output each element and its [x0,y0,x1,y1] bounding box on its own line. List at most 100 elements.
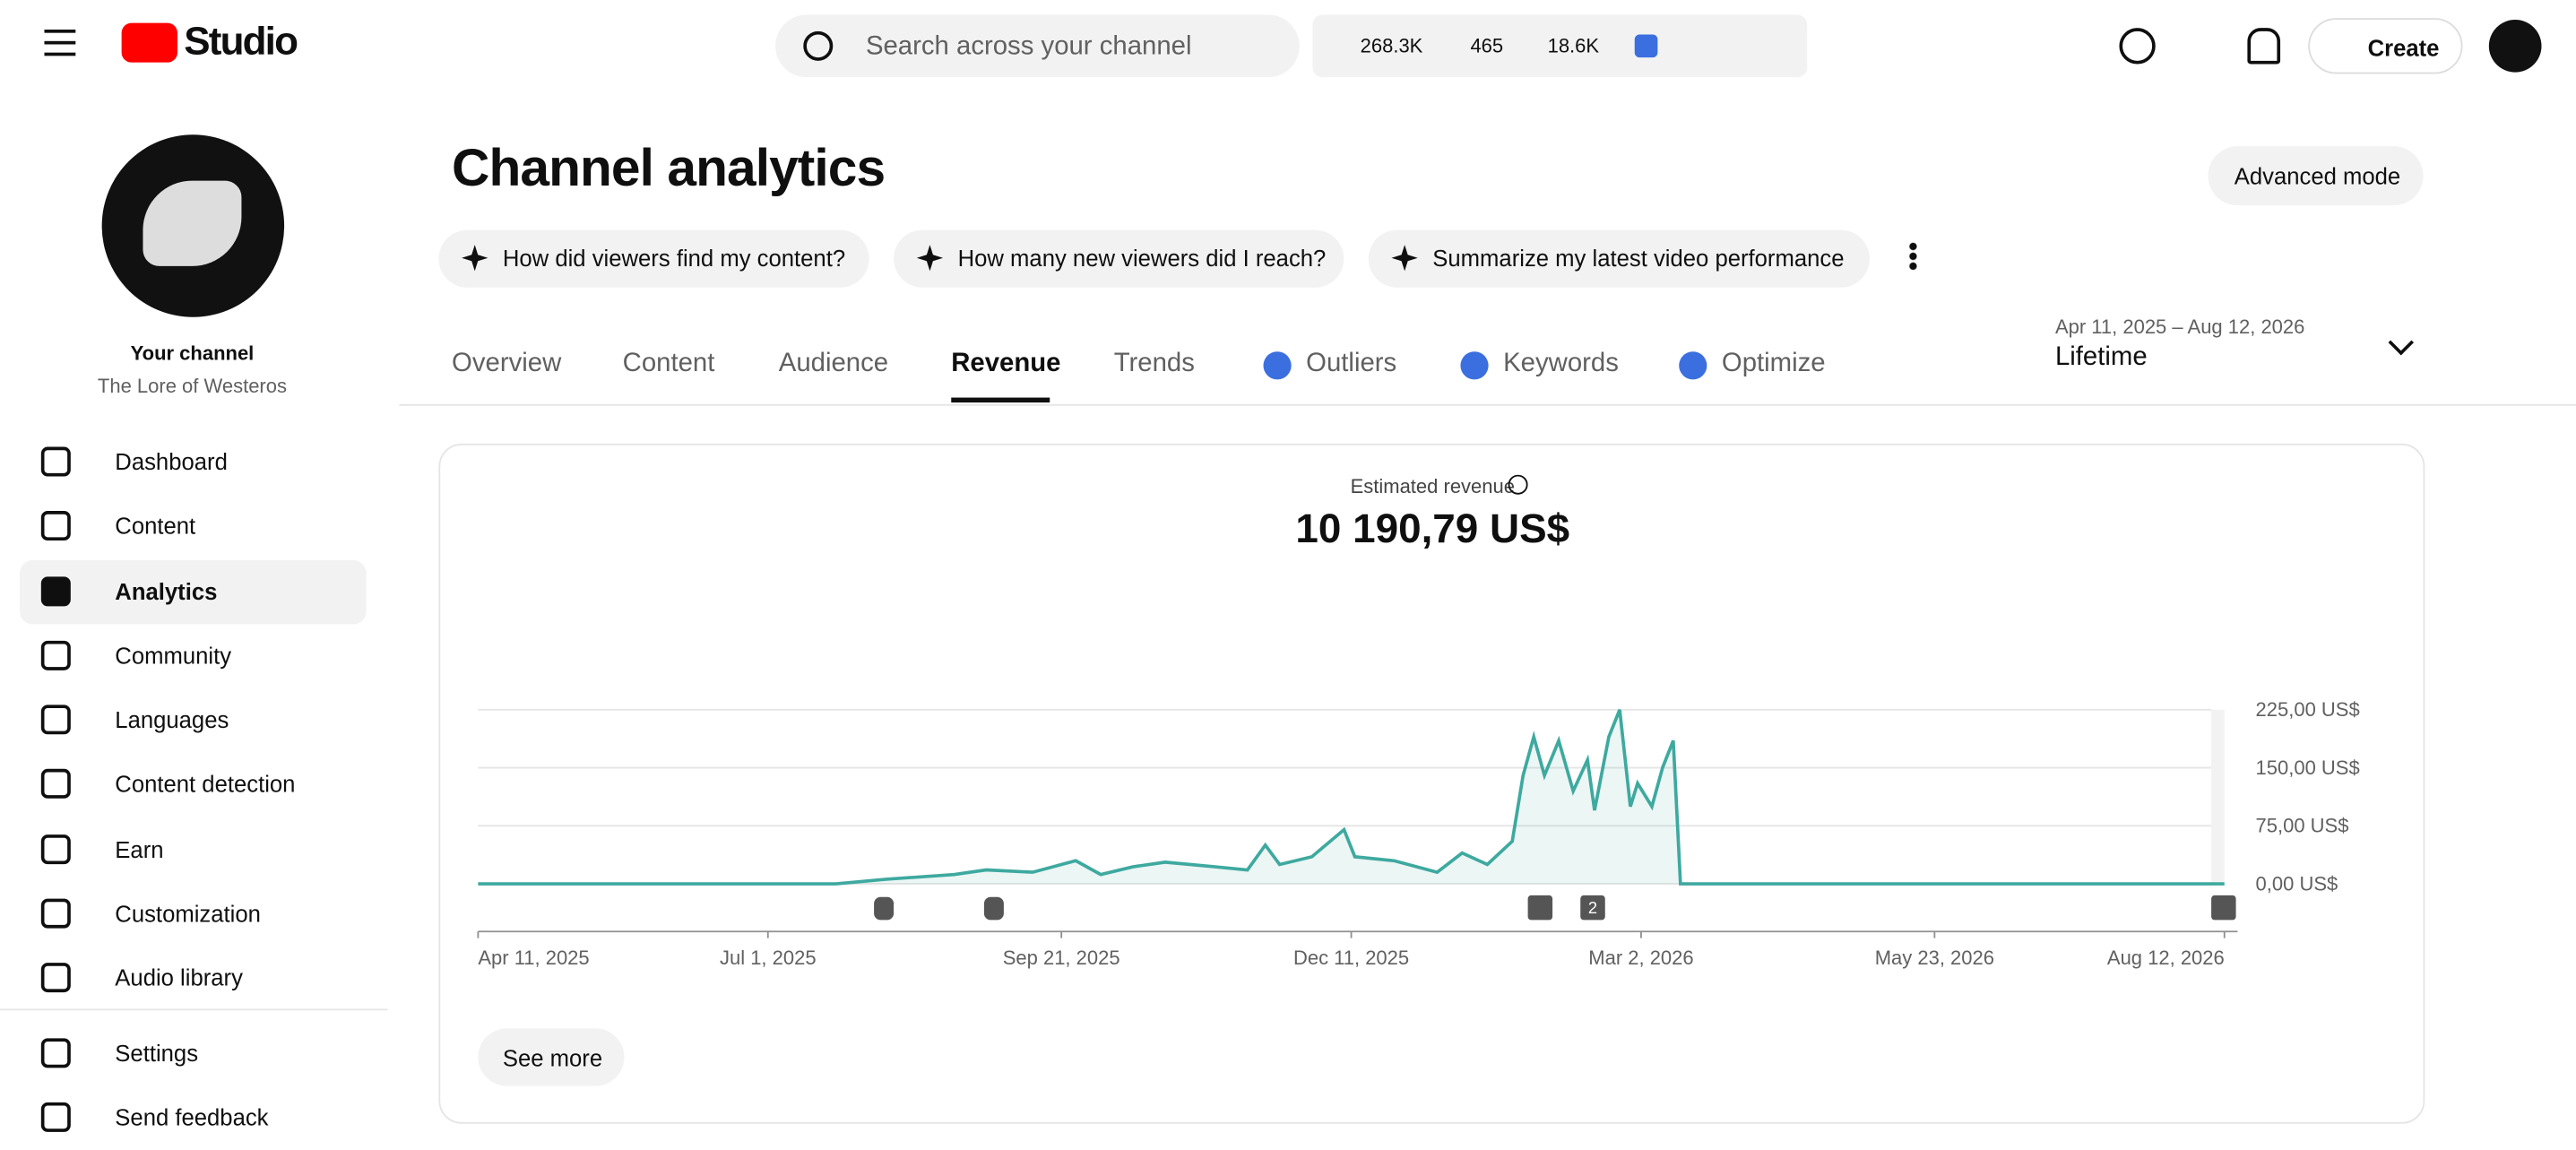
y-tick-label: 225,00 US$ [2256,698,2360,721]
nav-item[interactable]: Content detection [20,752,367,816]
nav-label: Analytics [115,578,218,605]
nav-icon [40,1038,71,1068]
shorts-marker[interactable] [874,896,895,921]
page-title: Channel analytics [452,137,886,197]
nav-icon [40,768,71,799]
logo-icon [121,22,177,63]
prompt-label[interactable]: How did viewers find my content? [502,245,846,272]
video-marker[interactable] [1527,895,1553,921]
more-button[interactable] [1908,241,1917,272]
iq-icon [1263,351,1292,380]
area [478,709,2225,885]
active-tab-indicator [951,397,1050,403]
channel-avatar[interactable] [101,134,285,317]
tab[interactable]: Optimize [1721,350,1826,378]
prompt-chip[interactable] [1368,229,1870,288]
chart: Aug 12, 2026 May 23, 2026 Mar 2, 2026 Dec 1… [477,698,2360,969]
tab[interactable]: Keywords [1503,350,1619,378]
account-avatar[interactable] [2488,19,2542,73]
nav-label: Customization [115,900,261,927]
search-box[interactable]: Search across your channel [775,14,1300,78]
nav-item[interactable]: Audio library [20,947,367,1010]
create-button[interactable]: Create [2308,18,2463,74]
nav-label: Community [115,642,232,669]
period-dropdown[interactable] [2388,329,2415,356]
see-more-label: See more [502,1044,603,1072]
stat: 18.6K [1547,34,1600,58]
nav-icon [40,511,71,541]
metric-label: Estimated revenue [1350,474,1515,498]
x-tick-label: Aug 12, 2026 [2107,947,2225,969]
nav-icon [40,1102,71,1132]
video-group-marker[interactable] [1580,895,1605,921]
nav-label: Languages [115,706,229,733]
info-icon[interactable] [1508,474,1528,495]
nav-item[interactable]: Customization [20,882,367,946]
prompt-chip[interactable] [894,229,1344,288]
tab[interactable]: Outliers [1306,350,1397,378]
menu-button[interactable] [44,29,76,56]
tab[interactable]: Content [622,350,715,378]
prompt-chip[interactable] [438,229,869,288]
iq-icon [1460,351,1489,380]
chart-edge [2211,709,2225,885]
y-tick-label: 0,00 US$ [2256,872,2338,895]
shorts-marker[interactable] [983,896,1004,921]
x-tick-label: May 23, 2026 [1875,947,1994,969]
create-label: Create [2367,34,2440,61]
stats-bar[interactable]: 268.3K 465 18.6K [1312,14,1808,78]
line [478,709,2225,886]
marker-count: 2 [1588,898,1597,917]
nav-item[interactable]: Languages [20,688,367,752]
nav-label: Earn [115,835,164,863]
search-icon [803,30,834,61]
y-tick-label: 150,00 US$ [2256,757,2360,779]
iq-icon [1679,351,1707,380]
prompt-label[interactable]: How many new viewers did I reach? [957,245,1327,272]
notifications-icon[interactable] [2247,28,2281,65]
search-placeholder: Search across your channel [865,32,1192,61]
help-icon[interactable] [2119,28,2156,65]
video-marker[interactable] [2211,895,2236,921]
chart-card: Estimated revenue 10 190,79 US$ Aug 12, … [438,443,2425,1124]
tab[interactable]: Overview [452,350,562,378]
x-tick-label: Sep 21, 2025 [1003,947,1120,969]
tab[interactable]: Trends [1113,350,1195,378]
see-more-button[interactable]: See more [478,1028,625,1086]
logo-text: Studio [184,19,298,65]
x-tick-label: Mar 2, 2026 [1588,947,1693,969]
nav-label: Audio library [115,964,243,991]
nav-label: Content [115,512,196,540]
nav-icon [40,446,71,477]
nav-label: Send feedback [115,1103,269,1131]
tab[interactable]: Audience [778,350,889,378]
nav-label: Settings [115,1040,199,1067]
nav-icon [40,898,71,929]
nav-label: Content detection [115,770,296,797]
nav-icon [40,705,71,735]
tab[interactable]: Revenue [951,350,1061,378]
nav-item[interactable]: Analytics [19,560,367,625]
iq-icon[interactable] [1634,34,1658,58]
nav-label: Dashboard [115,448,228,475]
footer-item[interactable]: Settings [20,1022,367,1085]
x-tick-label: Apr 11, 2025 [478,947,589,969]
nav-item[interactable]: Dashboard [20,430,367,494]
period[interactable]: Lifetime [2054,343,2148,372]
footer-item[interactable]: Send feedback [20,1086,367,1150]
nav-item[interactable]: Community [20,625,367,688]
nav-icon [40,834,71,865]
y-tick-label: 75,00 US$ [2256,815,2349,837]
nav-icon [40,963,71,993]
x-tick-label: Dec 11, 2025 [1293,947,1409,969]
divider [0,1008,388,1011]
advanced-mode-button[interactable]: Advanced mode [2208,146,2424,206]
metric-value: 10 190,79 US$ [1295,506,1570,552]
date-range: Apr 11, 2025 – Aug 12, 2026 [2054,315,2305,339]
nav-icon [40,640,71,670]
prompt-label[interactable]: Summarize my latest video performance [1432,245,1845,272]
nav-item[interactable]: Content [20,495,367,558]
nav-item[interactable]: Earn [20,818,367,882]
